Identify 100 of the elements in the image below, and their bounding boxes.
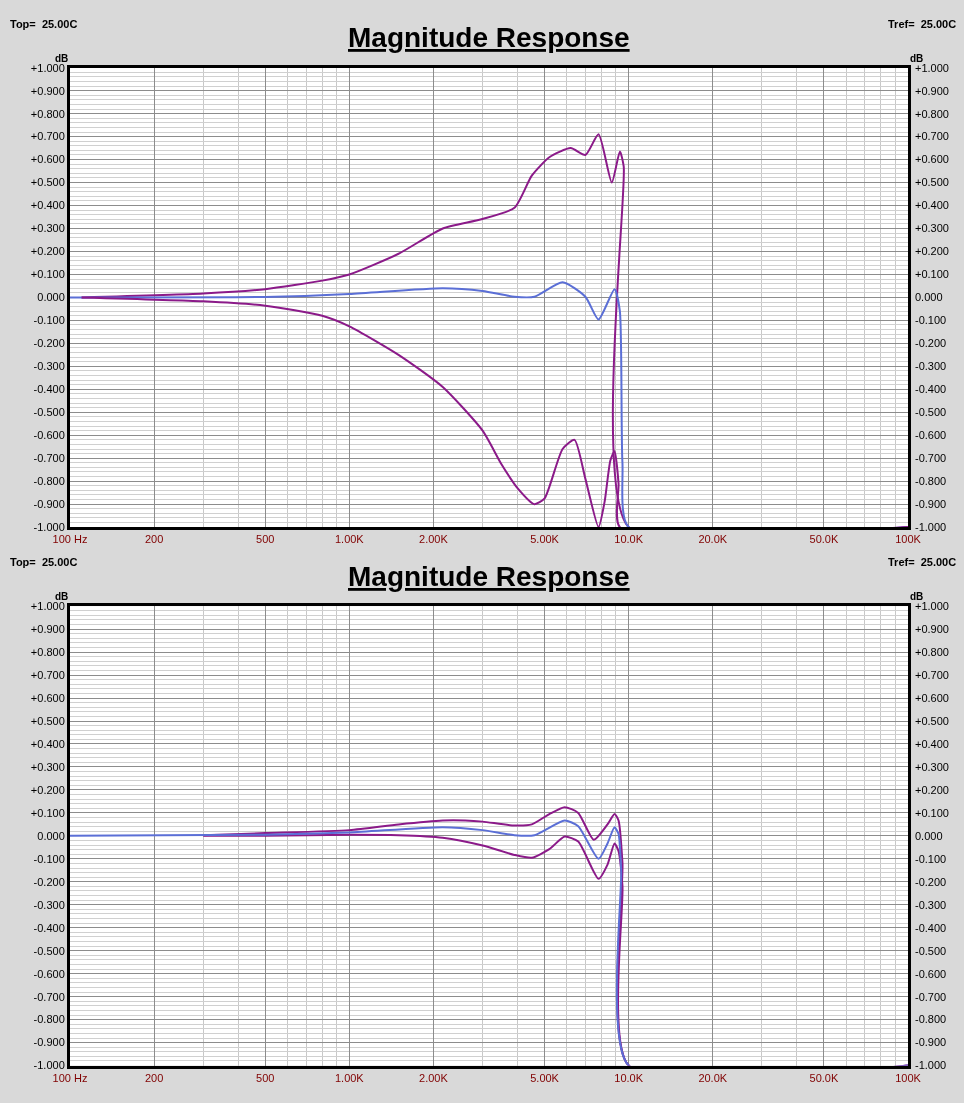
- y-tick-label: +0.400: [30, 199, 65, 212]
- y-tick-label: +0.500: [30, 176, 65, 189]
- y-tick-label: +1.000: [30, 61, 65, 74]
- x-tick-label: 500: [256, 1071, 275, 1084]
- y2-axis-title: dB: [910, 591, 924, 602]
- y-tick-label: -0.800: [33, 1013, 65, 1026]
- x-tick-label: 5.00K: [530, 533, 560, 546]
- x-tick-label: 50.0K: [809, 533, 839, 546]
- y2-tick-label: +0.600: [915, 153, 949, 166]
- y2-tick-label: -0.200: [915, 875, 947, 888]
- y2-tick-label: -0.300: [915, 898, 947, 911]
- x-tick-label: 5.00K: [530, 1071, 560, 1084]
- y-tick-label: -0.200: [33, 337, 65, 350]
- x-tick-label: 1.00K: [334, 1071, 365, 1084]
- y-tick-label: +0.800: [30, 107, 65, 120]
- x-tick-label: 500: [256, 533, 275, 546]
- text: Tref= 25.00C: [888, 18, 957, 30]
- y-tick-label: +0.400: [30, 737, 65, 750]
- y2-tick-label: -0.800: [915, 1013, 947, 1026]
- y2-tick-label: -1.000: [915, 520, 947, 533]
- y2-tick-label: +0.700: [915, 668, 949, 681]
- y2-tick-label: +0.400: [915, 199, 949, 212]
- text: Top= 25.00C: [10, 18, 78, 30]
- y2-tick-label: +0.900: [915, 622, 949, 635]
- chart-title: Magnitude Response: [348, 561, 630, 592]
- y2-tick-label: -0.100: [915, 852, 947, 865]
- y2-tick-label: 0.000: [915, 291, 943, 304]
- y-axis-title: dB: [55, 53, 69, 64]
- y-tick-label: +0.300: [30, 760, 65, 773]
- y2-tick-label: -0.900: [915, 1036, 947, 1049]
- y2-tick-label: +0.200: [915, 245, 949, 258]
- y2-tick-label: -0.300: [915, 360, 947, 373]
- y2-tick-label: 0.000: [915, 829, 943, 842]
- y2-tick-label: +1.000: [915, 600, 949, 613]
- y2-tick-label: -0.600: [915, 429, 947, 442]
- y2-tick-label: +0.200: [915, 783, 949, 796]
- y-tick-label: +0.600: [30, 153, 65, 166]
- y-tick-label: -1.000: [33, 1059, 65, 1072]
- y2-tick-label: +0.500: [915, 176, 949, 189]
- y2-tick-label: -0.700: [915, 990, 947, 1003]
- x-tick-label: 100K: [895, 1071, 922, 1084]
- y2-tick-label: +0.800: [915, 645, 949, 658]
- x-tick-label: 10.0K: [614, 1071, 644, 1084]
- y-tick-label: -0.900: [33, 497, 65, 510]
- y-tick-label: -0.900: [33, 1036, 65, 1049]
- y2-tick-label: +0.800: [915, 107, 949, 120]
- y-tick-label: +0.700: [30, 668, 65, 681]
- y-tick-label: -0.500: [33, 944, 65, 957]
- y2-tick-label: -0.500: [915, 406, 947, 419]
- x-tick-label: 1.00K: [334, 533, 365, 546]
- chart-title: Magnitude Response: [348, 22, 630, 53]
- x-tick-label: 20.0K: [698, 1071, 728, 1084]
- y2-tick-label: +0.300: [915, 760, 949, 773]
- y2-tick-label: +0.100: [915, 268, 949, 281]
- y-tick-label: -0.300: [33, 360, 65, 373]
- y-tick-label: 0.000: [37, 829, 65, 842]
- x-tick-label: 2.00K: [419, 1071, 449, 1084]
- y-tick-label: -0.300: [33, 898, 65, 911]
- y-tick-label: -0.100: [33, 314, 65, 327]
- y-tick-label: -0.700: [33, 452, 65, 465]
- y-tick-label: -0.400: [33, 383, 65, 396]
- x-tick-label: 100 Hz: [52, 1071, 88, 1084]
- y-tick-label: 0.000: [37, 291, 65, 304]
- y-tick-label: +0.900: [30, 84, 65, 97]
- text: Top= 25.00C: [10, 556, 78, 568]
- y2-tick-label: +0.700: [915, 130, 949, 143]
- x-tick-label: 200: [144, 533, 164, 546]
- y-tick-label: -0.600: [33, 967, 65, 980]
- y-tick-label: -0.400: [33, 921, 65, 934]
- y-tick-label: -0.100: [33, 852, 65, 865]
- y-tick-label: +0.200: [30, 783, 65, 796]
- y-tick-label: +1.000: [30, 600, 65, 613]
- y2-tick-label: -0.200: [915, 337, 947, 350]
- x-tick-label: 2.00K: [419, 533, 449, 546]
- y-tick-label: -0.700: [33, 990, 65, 1003]
- y2-tick-label: -0.800: [915, 475, 947, 488]
- y-tick-label: +0.100: [30, 806, 65, 819]
- y2-tick-label: -0.400: [915, 383, 947, 396]
- y2-tick-label: -0.400: [915, 921, 947, 934]
- y2-tick-label: -1.000: [915, 1059, 947, 1072]
- x-tick-label: 50.0K: [809, 1071, 839, 1084]
- x-tick-label: 200: [144, 1071, 164, 1084]
- x-tick-label: 10.0K: [614, 533, 644, 546]
- y2-tick-label: -0.600: [915, 967, 947, 980]
- y2-tick-label: -0.500: [915, 944, 947, 957]
- y-tick-label: +0.700: [30, 130, 65, 143]
- x-tick-label: 100 Hz: [52, 533, 88, 546]
- y2-tick-label: -0.100: [915, 314, 947, 327]
- y2-tick-label: +0.600: [915, 691, 949, 704]
- y2-axis-title: dB: [910, 53, 924, 64]
- y-tick-label: -0.500: [33, 406, 65, 419]
- x-tick-label: 100K: [895, 533, 922, 546]
- y-tick-label: +0.300: [30, 222, 65, 235]
- y-tick-label: +0.800: [30, 645, 65, 658]
- text: Tref= 25.00C: [888, 556, 957, 568]
- y2-tick-label: +0.300: [915, 222, 949, 235]
- y2-tick-label: +0.400: [915, 737, 949, 750]
- y-tick-label: +0.100: [30, 268, 65, 281]
- y2-tick-label: +0.900: [915, 84, 949, 97]
- y2-tick-label: -0.900: [915, 497, 947, 510]
